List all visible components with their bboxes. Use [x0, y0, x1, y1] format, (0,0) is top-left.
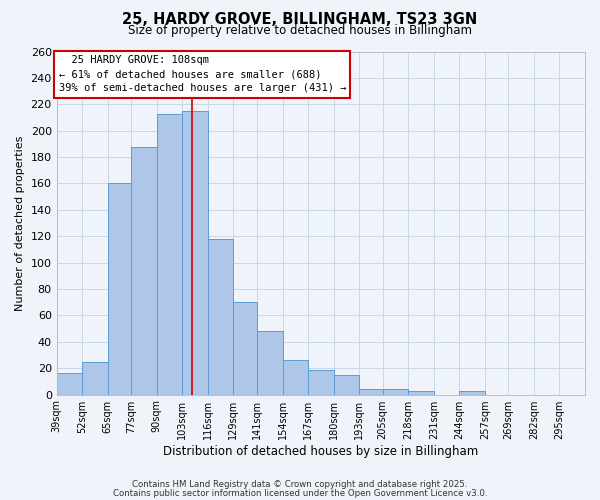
Bar [56, 374, 82, 394]
Bar [359, 390, 383, 394]
Y-axis label: Number of detached properties: Number of detached properties [15, 136, 25, 310]
Text: Contains public sector information licensed under the Open Government Licence v3: Contains public sector information licen… [113, 490, 487, 498]
Bar [157, 114, 182, 394]
Bar [208, 239, 233, 394]
Bar [257, 331, 283, 394]
Bar [459, 390, 485, 394]
Bar [131, 146, 157, 394]
Text: 25, HARDY GROVE, BILLINGHAM, TS23 3GN: 25, HARDY GROVE, BILLINGHAM, TS23 3GN [122, 12, 478, 28]
Bar [182, 111, 208, 395]
Bar [82, 362, 108, 394]
Text: Contains HM Land Registry data © Crown copyright and database right 2025.: Contains HM Land Registry data © Crown c… [132, 480, 468, 489]
Text: 25 HARDY GROVE: 108sqm
← 61% of detached houses are smaller (688)
39% of semi-de: 25 HARDY GROVE: 108sqm ← 61% of detached… [59, 56, 346, 94]
X-axis label: Distribution of detached houses by size in Billingham: Distribution of detached houses by size … [163, 444, 478, 458]
Bar [383, 390, 408, 394]
Bar [408, 390, 434, 394]
Bar [233, 302, 257, 394]
Text: Size of property relative to detached houses in Billingham: Size of property relative to detached ho… [128, 24, 472, 37]
Bar [308, 370, 334, 394]
Bar [283, 360, 308, 394]
Bar [334, 375, 359, 394]
Bar [108, 184, 131, 394]
